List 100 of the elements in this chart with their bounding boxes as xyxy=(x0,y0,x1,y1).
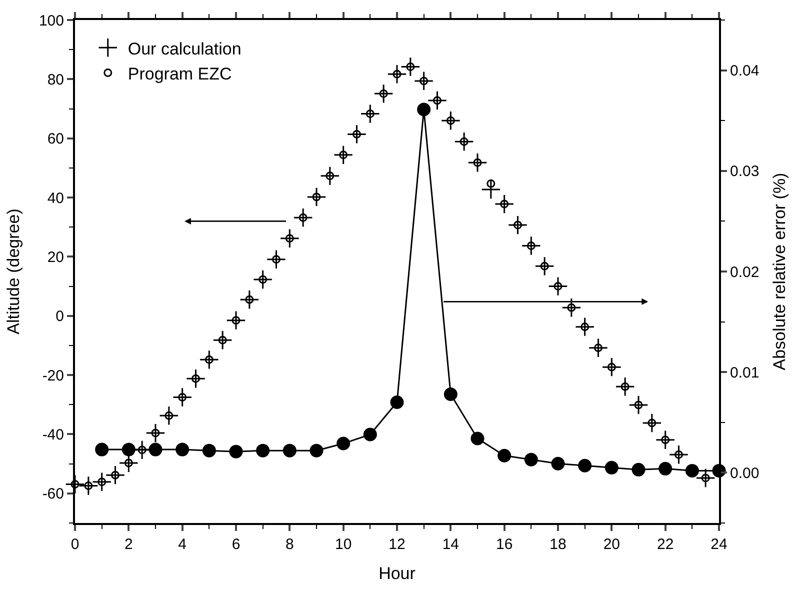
point xyxy=(602,357,622,377)
legend-label: Program EZC xyxy=(128,64,232,84)
point xyxy=(632,462,646,476)
point xyxy=(498,448,512,462)
point xyxy=(658,462,672,476)
point xyxy=(417,102,431,116)
point xyxy=(95,442,109,456)
point xyxy=(336,436,350,450)
point xyxy=(70,480,80,488)
point xyxy=(92,472,112,492)
point xyxy=(320,166,340,186)
point xyxy=(360,104,380,124)
y2-tick-label: 0.03 xyxy=(730,163,760,180)
x-tick-label: 10 xyxy=(334,536,352,553)
point xyxy=(146,423,166,443)
point xyxy=(298,213,308,222)
x-axis-title: Hour xyxy=(378,564,416,583)
point xyxy=(400,56,420,77)
point xyxy=(668,444,689,464)
point xyxy=(333,145,354,165)
y-axis-title: Altitude (degree) xyxy=(4,208,24,334)
point xyxy=(470,432,484,446)
point xyxy=(272,255,280,264)
point xyxy=(159,406,179,426)
x-tick-label: 2 xyxy=(124,536,133,553)
point xyxy=(293,208,313,228)
point xyxy=(526,242,536,250)
point xyxy=(202,444,216,458)
x-tick-label: 16 xyxy=(496,536,513,553)
point xyxy=(374,84,394,104)
point xyxy=(282,444,296,458)
point xyxy=(406,62,415,71)
point xyxy=(280,228,300,248)
y-tick-label: 100 xyxy=(38,12,64,30)
point xyxy=(256,444,270,458)
y2-tick-label: 0.00 xyxy=(730,464,760,482)
point xyxy=(151,428,160,438)
point xyxy=(588,338,608,358)
y2-tick-label: 0.01 xyxy=(730,364,760,382)
point xyxy=(363,428,377,442)
point xyxy=(266,250,286,270)
point xyxy=(390,396,404,410)
point xyxy=(534,256,554,276)
point xyxy=(648,418,656,428)
point xyxy=(444,387,458,401)
x-tick-label: 12 xyxy=(388,536,406,553)
point xyxy=(326,172,334,180)
point xyxy=(580,322,590,332)
point xyxy=(306,187,326,207)
y2-axis-title: Absolute relative error (%) xyxy=(770,172,790,370)
point xyxy=(674,450,683,459)
point xyxy=(481,180,501,200)
point xyxy=(521,236,542,256)
point xyxy=(285,234,294,243)
point xyxy=(486,179,496,188)
point xyxy=(312,192,321,202)
x-tick-label: 8 xyxy=(286,536,294,553)
y-tick-label: -20 xyxy=(42,367,64,384)
y-tick-label: 60 xyxy=(47,130,64,148)
y2-tick-label: 0.04 xyxy=(730,62,760,80)
point xyxy=(84,481,93,490)
x-tick-label: 22 xyxy=(656,536,674,553)
point xyxy=(604,460,618,474)
point xyxy=(229,444,243,458)
point xyxy=(540,262,549,270)
y-tick-label: -60 xyxy=(42,486,64,503)
point xyxy=(578,458,592,472)
point xyxy=(379,89,388,98)
point xyxy=(232,316,240,325)
point xyxy=(218,336,227,344)
y2-tick-label: 0.02 xyxy=(730,264,760,281)
point xyxy=(240,290,260,310)
point xyxy=(98,478,106,486)
point xyxy=(440,110,461,130)
x-tick-label: 24 xyxy=(710,536,728,553)
x-tick-label: 20 xyxy=(603,536,620,553)
point xyxy=(346,124,367,144)
legend-label: Our calculation xyxy=(128,39,242,58)
point xyxy=(414,71,434,91)
point xyxy=(352,130,361,138)
point xyxy=(642,413,662,433)
point xyxy=(446,116,455,125)
point xyxy=(685,464,699,478)
point xyxy=(366,110,374,118)
point xyxy=(192,374,200,383)
point xyxy=(204,355,214,364)
point xyxy=(574,316,595,337)
point xyxy=(634,400,643,410)
x-tick-label: 6 xyxy=(232,536,240,553)
point xyxy=(339,150,348,160)
x-tick-label: 0 xyxy=(70,536,80,553)
point xyxy=(607,362,616,372)
y-tick-label: 40 xyxy=(47,190,64,207)
x-tick-label: 4 xyxy=(178,536,186,553)
point xyxy=(433,96,442,105)
point xyxy=(548,276,568,296)
point xyxy=(78,476,98,496)
point xyxy=(164,411,174,420)
point xyxy=(628,395,648,415)
point xyxy=(176,442,190,456)
